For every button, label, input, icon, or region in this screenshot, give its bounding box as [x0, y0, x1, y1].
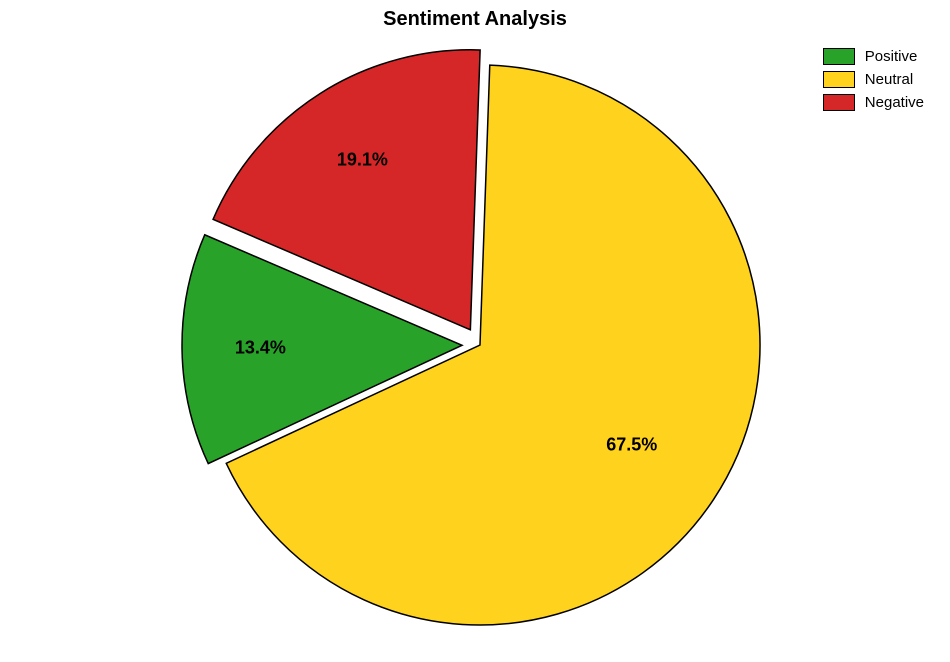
- slice-label-positive: 13.4%: [235, 338, 286, 359]
- pie-svg: [0, 0, 950, 662]
- slice-label-negative: 19.1%: [337, 149, 388, 170]
- slice-label-neutral: 67.5%: [606, 435, 657, 456]
- pie-chart: 67.5% 13.4% 19.1%: [0, 0, 950, 662]
